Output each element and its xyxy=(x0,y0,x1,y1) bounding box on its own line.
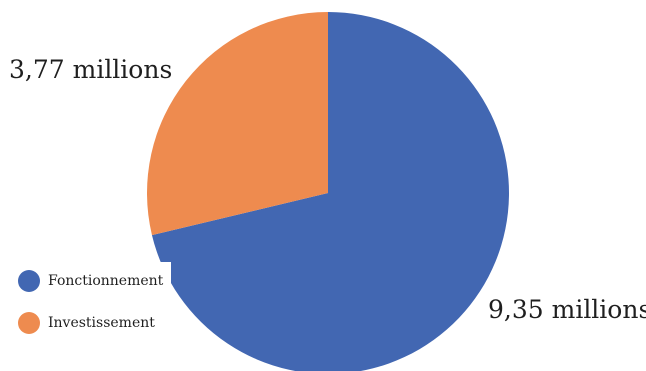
legend-swatch-fonctionnement xyxy=(18,270,40,292)
legend-label-investissement: Investissement xyxy=(48,315,155,331)
legend-item-fonctionnement: Fonctionnement xyxy=(18,270,163,292)
legend-item-investissement: Investissement xyxy=(18,312,155,334)
legend: Fonctionnement Investissement xyxy=(8,262,171,344)
legend-label-fonctionnement: Fonctionnement xyxy=(48,273,164,289)
slice-label-investissement: 3,77 millions xyxy=(9,55,173,84)
legend-swatch-investissement xyxy=(18,312,40,334)
pie-slice-investissement xyxy=(147,12,328,236)
pie-slice-fonctionnement xyxy=(151,12,509,371)
slice-label-fonctionnement: 9,35 millions xyxy=(488,295,646,324)
